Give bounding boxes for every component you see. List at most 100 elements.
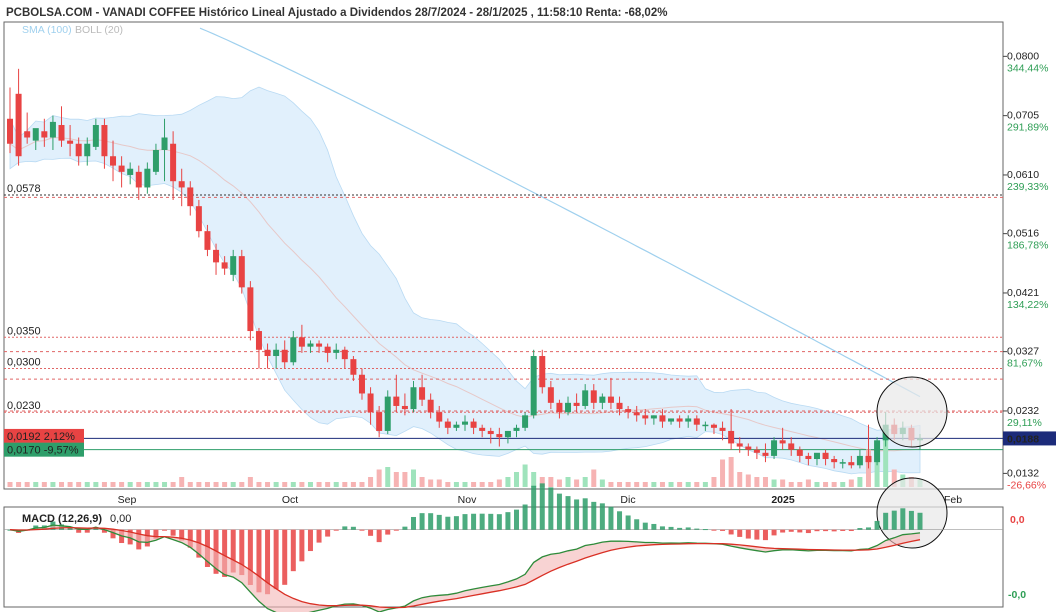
price-badge — [4, 428, 84, 443]
volume-bar — [728, 457, 734, 487]
volume-bar — [290, 482, 296, 487]
volume-bar — [479, 482, 485, 487]
candle-body — [376, 412, 383, 431]
volume-bar — [41, 482, 47, 487]
volume-bar — [831, 482, 837, 487]
macd-histogram-bar — [677, 527, 683, 530]
volume-bar — [162, 482, 168, 487]
candle-body — [238, 256, 245, 288]
y-tick-label: 0,0610 — [1007, 169, 1039, 181]
signal-line — [9, 526, 921, 609]
macd-histogram-bar — [865, 527, 871, 530]
macd-histogram-bar — [642, 522, 648, 530]
macd-histogram-bar — [282, 529, 288, 585]
candle-body — [625, 409, 632, 413]
candle-body — [668, 418, 675, 422]
macd-histogram-bar — [900, 508, 906, 530]
macd-histogram-bar — [720, 529, 726, 531]
macd-tick-label: 0,0 — [1010, 514, 1025, 526]
macd-histogram-bar — [376, 529, 382, 543]
bollinger-band — [9, 86, 921, 475]
macd-histogram-bar — [659, 526, 665, 530]
volume-bar — [179, 477, 185, 487]
sma-legend: SMA (100) — [22, 24, 72, 36]
candle-body — [367, 393, 374, 413]
volume-bar — [625, 482, 631, 487]
volume-bar — [848, 479, 854, 487]
volume-bar — [247, 477, 253, 487]
candle-body — [573, 402, 580, 406]
macd-histogram-bar — [788, 529, 794, 532]
volume-bar — [153, 482, 159, 487]
macd-histogram-bar — [771, 529, 777, 536]
y-pct-label: 239,33% — [1007, 181, 1048, 193]
candle-body — [719, 427, 726, 431]
macd-histogram-bar — [479, 513, 485, 530]
volume-bar — [7, 482, 13, 487]
candle-body — [127, 168, 134, 175]
macd-histogram-bar — [419, 513, 425, 530]
volume-bar — [814, 482, 820, 487]
macd-histogram-bar — [462, 514, 468, 530]
candle-body — [736, 443, 743, 447]
macd-histogram-bar — [848, 529, 854, 532]
volume-bar — [368, 477, 374, 487]
volume-bar — [720, 459, 726, 487]
macd-histogram-bar — [522, 504, 528, 530]
volume-bar — [823, 482, 829, 487]
macd-histogram-bar — [908, 510, 914, 530]
candle-body — [67, 140, 74, 144]
candle-body — [178, 181, 185, 188]
candle-body — [530, 356, 537, 416]
x-tick-label: Sep — [118, 494, 137, 506]
macd-histogram-bar — [582, 498, 588, 530]
candle-body — [745, 446, 752, 450]
macd-histogram-bar — [591, 501, 597, 530]
macd-histogram-bar — [162, 529, 168, 531]
macd-histogram-bar — [840, 529, 846, 531]
x-tick-label: Nov — [458, 494, 477, 506]
volume-bar — [685, 482, 691, 487]
candle-body — [813, 452, 820, 460]
candle-body — [281, 349, 288, 363]
y-tick-label: 0,0232 — [1007, 405, 1039, 417]
candle-body — [796, 449, 803, 456]
candle-body — [496, 434, 503, 438]
candle-body — [170, 143, 177, 182]
volume-bar — [505, 477, 511, 487]
macd-histogram-bar — [617, 511, 623, 530]
y-pct-label: 344,44% — [1007, 62, 1048, 74]
volume-bar — [144, 482, 150, 487]
volume-bar — [574, 479, 580, 487]
volume-bar — [410, 469, 416, 487]
macd-histogram-bar — [316, 529, 322, 543]
macd-histogram-bar — [823, 529, 829, 532]
candle-body — [350, 359, 357, 375]
volume-bar — [737, 472, 743, 487]
volume-bar — [436, 479, 442, 487]
volume-bar — [213, 482, 219, 487]
macd-histogram-bar — [754, 529, 760, 540]
macd-histogram-bar — [685, 527, 691, 530]
macd-histogram-bar — [608, 506, 614, 530]
x-tick-label: Dic — [620, 494, 635, 506]
macd-histogram-bar — [256, 529, 262, 593]
volume-bar — [677, 482, 683, 487]
y-tick-label: 0,0327 — [1007, 346, 1039, 358]
current-price-tag — [1003, 431, 1056, 446]
macd-histogram-bar — [625, 515, 631, 530]
volume-bar — [711, 477, 717, 487]
y-pct-label: 134,22% — [1007, 299, 1048, 311]
candle-body — [779, 440, 786, 444]
volume-bar — [462, 482, 468, 487]
macd-histogram-bar — [496, 514, 502, 530]
candle-body — [7, 118, 13, 144]
volume-bar — [282, 482, 288, 487]
volume-bar — [531, 472, 537, 487]
candle-body — [204, 231, 211, 250]
volume-bar — [265, 482, 271, 487]
volume-bar — [539, 477, 545, 487]
macd-histogram-bar — [565, 496, 571, 530]
macd-histogram-bar — [325, 529, 331, 537]
